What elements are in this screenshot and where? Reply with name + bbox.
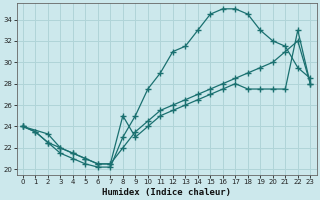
X-axis label: Humidex (Indice chaleur): Humidex (Indice chaleur) <box>102 188 231 197</box>
